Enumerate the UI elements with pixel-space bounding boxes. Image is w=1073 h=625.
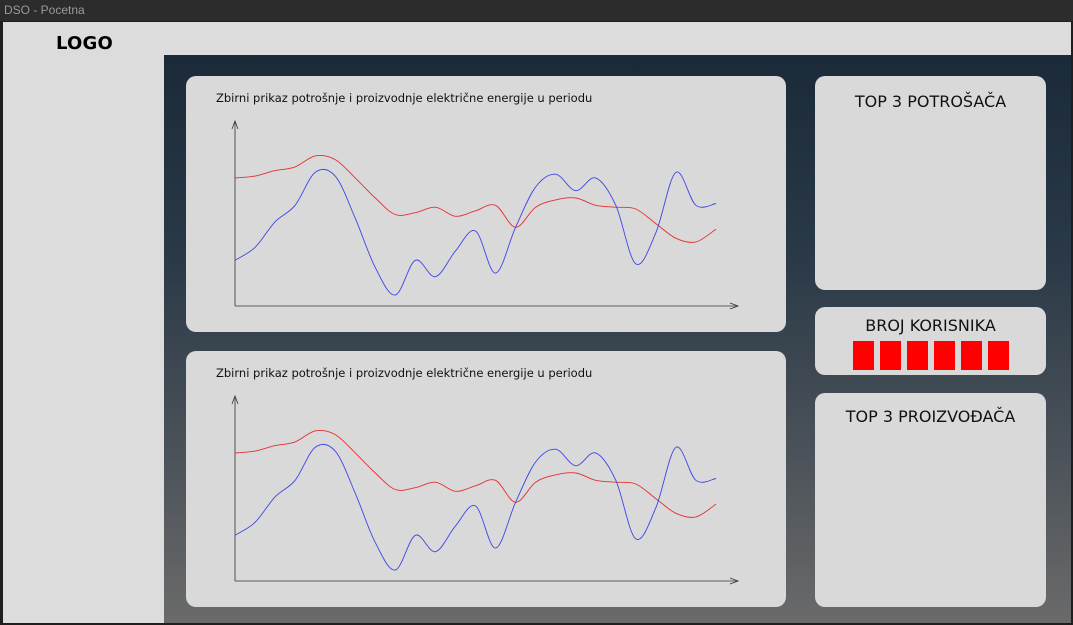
top-consumers-title: TOP 3 POTROŠAČA xyxy=(854,92,1007,111)
app-canvas: LOGO Zbirni prikaz potrošnje i proizvodn… xyxy=(3,22,1071,623)
series-line-2 xyxy=(234,443,717,571)
line-chart xyxy=(231,394,740,585)
counter-digit xyxy=(907,341,928,370)
x-axis-arrow xyxy=(729,577,740,585)
main-content: Zbirni prikaz potrošnje i proizvodnje el… xyxy=(164,55,1071,623)
chart-title: Zbirni prikaz potrošnje i proizvodnje el… xyxy=(216,366,593,380)
y-axis-arrow xyxy=(231,119,239,130)
user-count-display xyxy=(853,341,1009,370)
user-count-title: BROJ KORISNIKA xyxy=(865,316,996,335)
counter-digit xyxy=(934,341,955,370)
user-count-card: BROJ KORISNIKA xyxy=(815,307,1046,375)
series-line-1 xyxy=(234,155,717,243)
logo[interactable]: LOGO xyxy=(56,33,114,54)
line-chart xyxy=(231,119,740,310)
counter-digit xyxy=(880,341,901,370)
y-axis-arrow xyxy=(231,394,239,405)
series-line-1 xyxy=(234,430,717,518)
window-title: DSO - Pocetna xyxy=(0,0,1073,21)
header: LOGO xyxy=(3,22,1071,55)
chart-card-1: Zbirni prikaz potrošnje i proizvodnje el… xyxy=(186,76,786,332)
counter-digit xyxy=(961,341,982,370)
counter-digit xyxy=(988,341,1009,370)
counter-digit xyxy=(853,341,874,370)
top-consumers-card: TOP 3 POTROŠAČA xyxy=(815,76,1046,290)
top-producers-card: TOP 3 PROIZVOĐAČA xyxy=(815,393,1046,607)
top-producers-title: TOP 3 PROIZVOĐAČA xyxy=(845,407,1016,426)
chart-card-2: Zbirni prikaz potrošnje i proizvodnje el… xyxy=(186,351,786,607)
chart-title: Zbirni prikaz potrošnje i proizvodnje el… xyxy=(216,91,593,105)
series-line-2 xyxy=(234,168,717,296)
x-axis-arrow xyxy=(729,302,740,310)
left-sidebar xyxy=(3,55,163,623)
